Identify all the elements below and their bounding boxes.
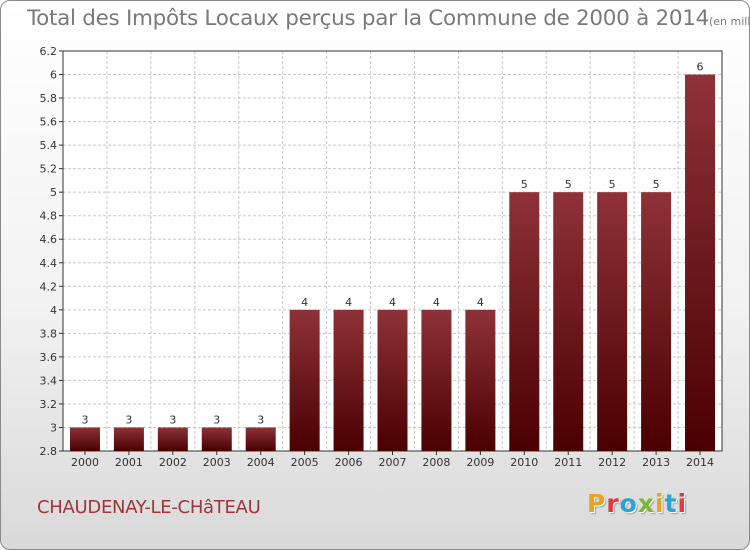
chart-title: Total des Impôts Locaux perçus par la Co…: [27, 6, 750, 31]
logo-letter: t: [664, 489, 678, 518]
bar-2011: [553, 192, 584, 452]
logo-letter: o: [619, 489, 638, 518]
bar-2006: [333, 309, 364, 451]
value-label-2005: 4: [301, 296, 308, 309]
logo-letter: P: [587, 489, 607, 518]
x-tick-label-2001: 2001: [115, 456, 143, 469]
bar-2008: [421, 309, 452, 451]
chart-subtitle: (en milliers d'€): [709, 15, 750, 28]
bar-2004: [245, 427, 276, 451]
x-tick-label-2007: 2007: [379, 456, 407, 469]
value-label-2013: 5: [653, 178, 660, 191]
y-tick-label: 3.2: [40, 398, 58, 411]
y-tick-label: 5.4: [40, 139, 58, 152]
logo-letter: i: [677, 489, 688, 518]
y-tick-label: 5: [50, 186, 57, 199]
y-tick-label: 3.6: [40, 351, 58, 364]
value-label-2003: 3: [213, 413, 220, 426]
bar-2001: [113, 427, 144, 451]
y-tick-label: 6.2: [40, 45, 58, 58]
logo-letter: x: [637, 489, 655, 518]
value-label-2009: 4: [477, 296, 484, 309]
y-tick-label: 5.6: [40, 116, 58, 129]
bar-2002: [157, 427, 188, 451]
x-tick-label-2005: 2005: [291, 456, 319, 469]
x-tick-label-2010: 2010: [510, 456, 538, 469]
value-label-2006: 4: [345, 296, 352, 309]
value-label-2012: 5: [609, 178, 616, 191]
bar-2009: [465, 309, 496, 451]
labels: 2.8 3 3.2 3.4 3.6 3.8 4 4.2 4.4 4.6 4.8 5 5.2 5.4 5.6 5…: [40, 45, 715, 469]
y-tick-label: 5.2: [40, 163, 58, 176]
x-tick-label-2011: 2011: [554, 456, 582, 469]
bar-2005: [289, 309, 320, 451]
y-tick-label: 4.2: [40, 280, 58, 293]
value-label-2004: 3: [257, 413, 264, 426]
x-tick-label-2002: 2002: [159, 456, 187, 469]
y-tick-label: 4.6: [40, 233, 58, 246]
x-tick-label-2004: 2004: [247, 456, 275, 469]
value-label-2000: 3: [81, 413, 88, 426]
bar-2012: [597, 192, 628, 452]
value-label-2001: 3: [125, 413, 132, 426]
bar-2007: [377, 309, 408, 451]
x-tick-label-2006: 2006: [335, 456, 363, 469]
bar-2003: [201, 427, 232, 451]
value-label-2007: 4: [389, 296, 396, 309]
value-label-2011: 5: [565, 178, 572, 191]
value-label-2014: 6: [697, 61, 704, 74]
x-tick-label-2008: 2008: [422, 456, 450, 469]
x-tick-label-2014: 2014: [686, 456, 714, 469]
bar-2013: [641, 192, 672, 452]
bar-2014: [685, 74, 716, 451]
value-label-2010: 5: [521, 178, 528, 191]
x-tick-label-2012: 2012: [598, 456, 626, 469]
y-tick-label: 3.8: [40, 327, 58, 340]
y-tick-label: 6: [50, 69, 57, 82]
x-tick-label-2009: 2009: [466, 456, 494, 469]
y-tick-label: 2.8: [40, 445, 58, 458]
bars: [69, 74, 716, 452]
commune-name: CHAUDENAY-LE-CHâTEAU: [37, 497, 261, 518]
value-label-2008: 4: [433, 296, 440, 309]
logo-letter: r: [606, 489, 620, 518]
x-tick-label-2003: 2003: [203, 456, 231, 469]
y-tick-label: 4: [50, 304, 57, 317]
y-tick-label: 4.4: [40, 257, 58, 270]
bar-2000: [69, 427, 100, 451]
y-tick-label: 3.4: [40, 374, 58, 387]
x-tick-label-2013: 2013: [642, 456, 670, 469]
value-label-2002: 3: [169, 413, 176, 426]
logo-letter: i: [655, 489, 665, 518]
y-tick-label: 5.8: [40, 92, 58, 105]
bar-2010: [509, 192, 540, 452]
chart-title-text: Total des Impôts Locaux perçus par la Co…: [27, 6, 709, 31]
y-tick-label: 3: [50, 421, 57, 434]
proxiti-logo: Proxiti: [587, 489, 687, 518]
x-tick-label-2000: 2000: [71, 456, 99, 469]
y-tick-label: 4.8: [40, 210, 58, 223]
